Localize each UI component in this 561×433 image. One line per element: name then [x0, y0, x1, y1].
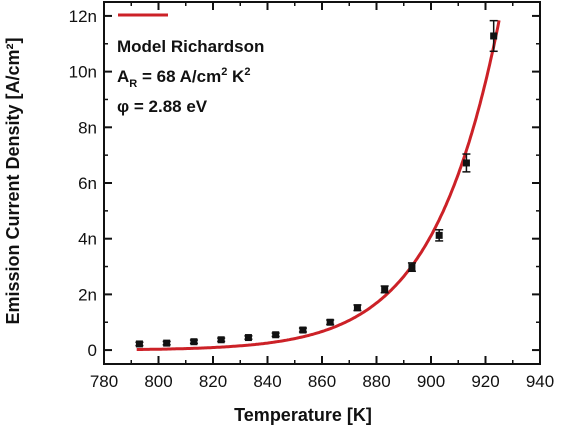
legend-ar-line: AR = 68 A/cm2 K2 — [117, 66, 250, 90]
data-point — [190, 338, 198, 346]
data-point — [381, 285, 389, 293]
legend-phi-line: φ = 2.88 eV — [117, 97, 208, 116]
y-tick-label: 0 — [88, 341, 97, 360]
x-tick-label: 900 — [417, 372, 445, 391]
y-tick-label: 6n — [78, 174, 97, 193]
plot-frame — [103, 1, 541, 365]
x-axis-title: Temperature [K] — [234, 405, 372, 425]
x-tick-label: 780 — [90, 372, 118, 391]
x-tick-label: 800 — [144, 372, 172, 391]
y-axis-title: Emission Current Density [A/cm²] — [3, 37, 23, 324]
data-point — [353, 304, 361, 312]
x-tick-label: 860 — [308, 372, 336, 391]
data-point — [217, 336, 225, 344]
x-tick-label: 840 — [253, 372, 281, 391]
legend-label-model: Model Richardson — [117, 37, 264, 56]
x-tick-label: 920 — [471, 372, 499, 391]
data-point — [462, 159, 470, 167]
curve-layer — [136, 20, 501, 351]
legend: Model Richardson AR = 68 A/cm2 K2 φ = 2.… — [117, 13, 264, 116]
y-tick-label: 4n — [78, 230, 97, 249]
data-point — [326, 318, 334, 326]
x-tick-label: 880 — [362, 372, 390, 391]
data-point — [163, 339, 171, 347]
x-tick-label: 940 — [526, 372, 554, 391]
points-layer — [135, 19, 498, 348]
x-tick-label: 820 — [199, 372, 227, 391]
data-point — [490, 32, 498, 40]
model-curve — [136, 20, 501, 351]
data-point — [408, 263, 416, 271]
data-point — [272, 331, 280, 339]
y-tick-label: 8n — [78, 118, 97, 137]
y-tick-label: 2n — [78, 285, 97, 304]
y-tick-label: 12n — [69, 7, 97, 26]
data-point — [435, 231, 443, 239]
y-tick-label: 10n — [69, 63, 97, 82]
data-point — [135, 340, 143, 348]
data-point — [299, 326, 307, 334]
axes-layer: 780 800 820 840 860 880 900 920 940 0 2n 4n 6n 8n 10n 1… — [69, 1, 554, 391]
data-point — [244, 334, 252, 342]
